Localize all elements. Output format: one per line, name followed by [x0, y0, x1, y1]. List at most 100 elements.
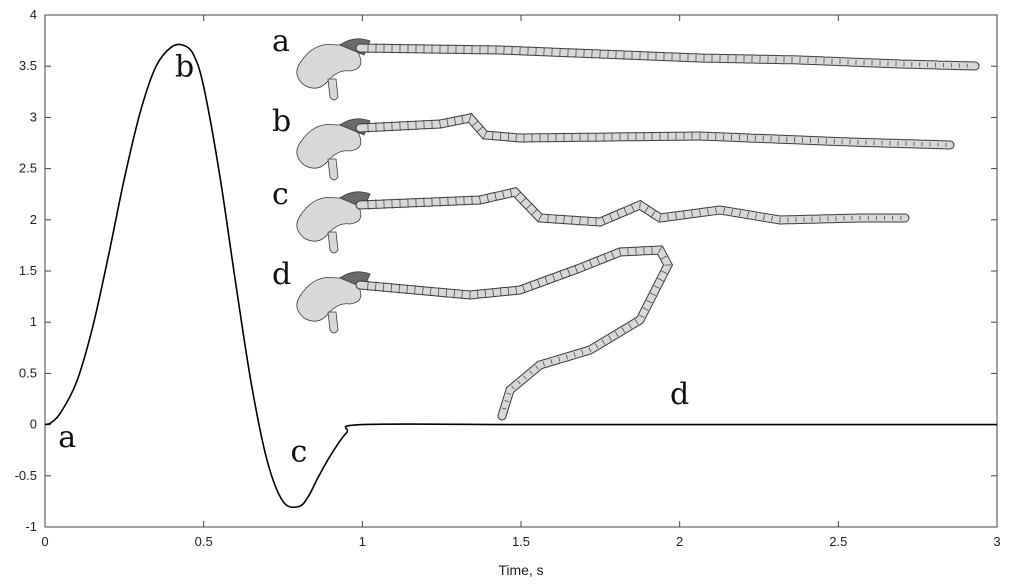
vertebra-joint	[511, 385, 515, 390]
vertebra-joint	[567, 268, 571, 276]
vertebra-joint	[650, 292, 656, 297]
vertebra-joint	[660, 255, 668, 260]
vertebra-joint	[581, 349, 584, 355]
vertebra-joint	[482, 130, 488, 140]
spine-illustration: a b c d	[272, 24, 980, 421]
y-tick-label: 3.5	[19, 58, 37, 73]
vertebra-joint	[595, 343, 599, 349]
vertebra-joint	[639, 314, 645, 319]
hip-bone	[327, 158, 339, 181]
vertebra-joint	[422, 286, 424, 296]
vertebra-joint	[529, 281, 534, 290]
vertebra-joint	[499, 132, 502, 141]
hip-bone	[327, 231, 339, 254]
vertebra-joint	[644, 206, 649, 213]
vertebra-joint	[707, 208, 709, 215]
vertebra-joint	[515, 286, 517, 295]
vertebra-joint	[631, 204, 635, 212]
vertebra-joint	[476, 289, 479, 299]
vertebra-joint	[646, 299, 653, 304]
vertebra-joint	[507, 286, 510, 296]
vertebra-joint	[621, 327, 626, 333]
vertebra-joint	[492, 288, 494, 298]
vertebra-joint	[374, 281, 377, 292]
vertebra-joint	[514, 191, 522, 199]
pelvis-bone	[296, 124, 362, 169]
vertebra-joint	[653, 285, 660, 289]
vertebra-joint	[601, 339, 605, 345]
vertebra-joint	[525, 203, 533, 210]
vertebra-joint	[506, 392, 511, 395]
x-tick-label: 0	[41, 534, 48, 549]
hip-bone	[327, 78, 339, 101]
vertebra-joint	[651, 210, 656, 217]
vertebra-joint	[563, 215, 565, 224]
vertebra-joint	[446, 117, 449, 128]
vertebra-joint	[390, 282, 393, 293]
vertebra-joint	[723, 207, 725, 214]
vertebra-joint	[699, 209, 701, 216]
vertebra-joint	[661, 270, 668, 275]
vertebra-joint	[616, 210, 620, 218]
axes	[44, 14, 998, 528]
plot-frame	[44, 14, 998, 528]
y-tick-label: -0.5	[15, 468, 37, 483]
vertebra-joint	[609, 213, 613, 221]
vertebra-joint	[558, 356, 561, 362]
point-labels: a b c d	[58, 49, 689, 469]
spine-drawing	[296, 245, 674, 421]
spine-drawing	[296, 113, 955, 181]
vertebra-joint	[657, 277, 664, 282]
vertebra-joint	[504, 400, 509, 403]
spine-row-label: c	[272, 177, 289, 212]
vertebra-joint	[763, 214, 765, 221]
x-axis-title: Time, s	[498, 562, 543, 578]
vertebra-joint	[623, 207, 628, 215]
pelvis-bone	[296, 197, 362, 242]
y-tick-label: 0.5	[19, 365, 37, 380]
vertebra-joint	[544, 276, 548, 285]
vertebra-joint	[529, 370, 533, 375]
x-tick-label: 1.5	[512, 534, 530, 549]
vertebra-joint	[517, 380, 521, 385]
vertebra-joint	[531, 209, 538, 216]
vertebra-joint	[579, 216, 581, 225]
vertebra-joint	[715, 207, 717, 214]
vertebra-joint	[406, 284, 408, 295]
y-tick-label: 0	[30, 417, 37, 432]
vertebra-joint	[739, 210, 741, 217]
vertebra-joint	[675, 212, 677, 220]
spine-drawing	[296, 38, 980, 101]
point-label-b: b	[175, 49, 194, 84]
spine-row-label: d	[272, 257, 291, 292]
vertebra-joint	[502, 190, 505, 199]
vertebra-joint	[453, 289, 456, 299]
x-tick-label: 3	[993, 534, 1000, 549]
vertebra-joint	[589, 260, 593, 268]
y-tick-label: -1	[25, 519, 37, 534]
series-layer	[44, 43, 997, 509]
spine-body	[356, 246, 672, 420]
vertebra-joint	[574, 265, 578, 274]
vertebra-joint	[771, 215, 773, 222]
vertebra-joint	[509, 188, 513, 198]
vertebra-joint	[468, 113, 472, 123]
vertebra-joint	[658, 214, 662, 222]
series-line	[44, 43, 997, 509]
vertebra-joint	[667, 213, 669, 221]
vertebra-joint	[507, 132, 510, 142]
vertebra-joint	[683, 211, 685, 219]
vertebra-joint	[731, 209, 733, 215]
vertebra-joint	[618, 248, 622, 256]
vertebra-joint	[596, 257, 600, 265]
vertebra-joint	[515, 133, 517, 142]
vertebra-joint	[398, 283, 401, 294]
vertebra-joint	[657, 246, 663, 254]
vertebra-joint	[382, 282, 385, 293]
y-tick-label: 4	[30, 7, 37, 22]
vertebra-joint	[535, 365, 539, 370]
vertebra-joint	[601, 216, 606, 224]
vertebra-joint	[565, 354, 568, 360]
vertebra-joint	[755, 213, 757, 219]
